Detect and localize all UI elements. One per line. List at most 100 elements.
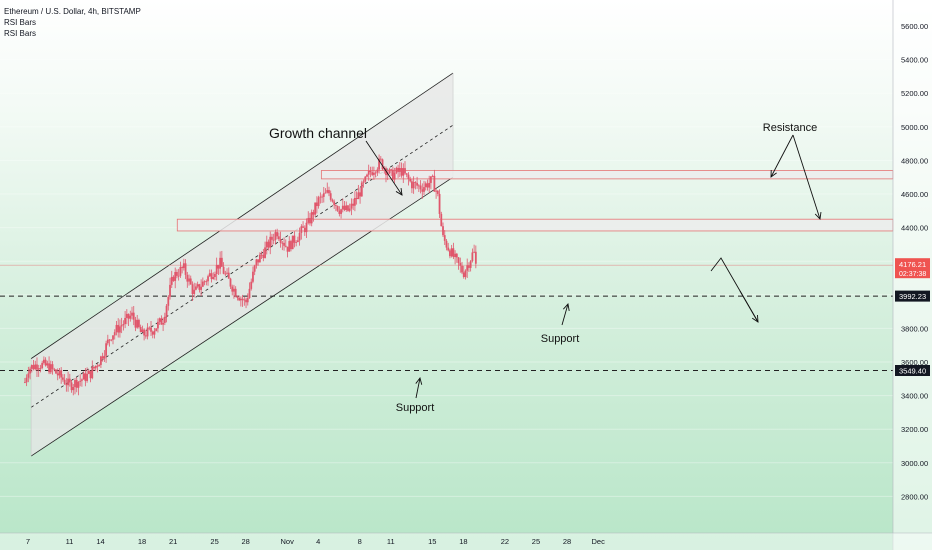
time-tick-label: 14 bbox=[96, 537, 104, 546]
candle-body bbox=[46, 363, 49, 366]
candle-body bbox=[70, 382, 73, 391]
current-price-tag: 4176.21 bbox=[899, 260, 926, 269]
support-label: Support bbox=[396, 402, 435, 414]
candle-body bbox=[162, 322, 165, 325]
candle-body bbox=[359, 192, 361, 197]
candle-body bbox=[215, 264, 218, 274]
candle-body bbox=[260, 254, 263, 256]
price-axis[interactable]: 2800.00 3000.00 3200.00 3400.00 3600.00 3800.… bbox=[892, 0, 932, 550]
candle-body bbox=[296, 240, 299, 243]
time-tick-label: 7 bbox=[26, 537, 30, 546]
candle-body bbox=[276, 232, 279, 237]
candle-body bbox=[405, 173, 408, 175]
annotation-arrows bbox=[365, 134, 822, 399]
candle-body bbox=[179, 267, 182, 276]
projection-path bbox=[710, 257, 759, 323]
time-tick-label: 28 bbox=[563, 537, 571, 546]
candle-body bbox=[217, 264, 220, 269]
candle-body bbox=[252, 271, 254, 282]
candle-body bbox=[132, 312, 135, 320]
candle-body bbox=[115, 324, 118, 333]
symbol-title[interactable]: Ethereum / U.S. Dollar, 4h, BITSTAMP bbox=[4, 7, 141, 16]
candle-body bbox=[374, 172, 377, 174]
candle-body bbox=[352, 203, 355, 206]
candle-body bbox=[464, 270, 467, 277]
candle-body bbox=[428, 182, 431, 188]
candle-body bbox=[407, 174, 410, 179]
candle-body bbox=[39, 368, 42, 369]
support-arrow-upper bbox=[561, 303, 569, 326]
candle-body bbox=[348, 208, 351, 211]
candle-body bbox=[155, 328, 158, 331]
candle-body bbox=[360, 182, 363, 197]
candle-body bbox=[436, 190, 439, 194]
candle-body bbox=[48, 363, 50, 373]
candle-body bbox=[468, 265, 470, 268]
candle-body bbox=[409, 178, 412, 182]
candle-body bbox=[42, 359, 45, 363]
candle-body bbox=[234, 288, 237, 297]
price-tick-label: 4600.00 bbox=[901, 190, 928, 199]
candle-body bbox=[473, 251, 476, 253]
candle-body bbox=[119, 326, 121, 333]
candle-body bbox=[367, 170, 370, 175]
time-axis[interactable]: 7 11 14 18 21 25 28 Nov 4 8 11 15 18 22 25 28 Dec bbox=[0, 532, 932, 550]
candle-body bbox=[371, 172, 374, 175]
time-tick-label: 28 bbox=[242, 537, 250, 546]
candle-body bbox=[89, 370, 92, 379]
candle-body bbox=[238, 297, 241, 301]
candle-body bbox=[189, 278, 192, 285]
price-tick-label: 2800.00 bbox=[901, 492, 928, 501]
candle-body bbox=[307, 217, 310, 223]
candle-body bbox=[417, 185, 420, 187]
candle-body bbox=[328, 190, 330, 194]
candle-body bbox=[265, 241, 268, 248]
candle-body bbox=[182, 263, 185, 269]
resistance-arrow-upper bbox=[770, 134, 794, 178]
candle-body bbox=[106, 339, 109, 344]
candle-body bbox=[146, 327, 149, 337]
price-tick-label: 5200.00 bbox=[901, 89, 928, 98]
candle-body bbox=[291, 235, 294, 250]
time-tick-label: Dec bbox=[591, 537, 605, 546]
time-tick-label: 11 bbox=[387, 537, 395, 546]
candle-body bbox=[390, 169, 393, 171]
candle-body bbox=[455, 253, 458, 258]
candle-body bbox=[188, 278, 190, 282]
candle-body bbox=[317, 197, 320, 207]
candle-body bbox=[245, 299, 247, 303]
support-price-tag: 3992.23 bbox=[899, 292, 926, 301]
candle-body bbox=[274, 232, 277, 240]
current-price-countdown: 02:37:38 bbox=[899, 271, 926, 278]
candle-body bbox=[373, 172, 375, 175]
candle-body bbox=[94, 365, 97, 369]
current-price-tag-bg bbox=[895, 258, 930, 279]
candle-body bbox=[388, 169, 391, 174]
candle-body bbox=[239, 298, 242, 301]
candle-body bbox=[124, 317, 127, 325]
indicator-label[interactable]: RSI Bars bbox=[4, 29, 37, 38]
candle-body bbox=[334, 205, 337, 206]
candle-body bbox=[271, 236, 273, 240]
candle-body bbox=[423, 187, 425, 192]
candle-body bbox=[290, 241, 292, 250]
projection-arrow-head bbox=[751, 314, 759, 323]
candle-body bbox=[108, 339, 111, 341]
candle-body bbox=[233, 288, 235, 292]
price-tick-label: 3400.00 bbox=[901, 392, 928, 401]
candle-body bbox=[122, 324, 125, 326]
candle-body bbox=[236, 296, 239, 298]
candle-body bbox=[450, 248, 453, 257]
candle-body bbox=[303, 227, 306, 233]
indicator-label[interactable]: RSI Bars bbox=[4, 18, 37, 27]
candle-body bbox=[369, 170, 372, 173]
candle-body bbox=[222, 266, 225, 274]
resistance-arrow-upper-head bbox=[770, 169, 777, 178]
candle-body bbox=[181, 267, 184, 269]
candle-body bbox=[224, 273, 227, 275]
candle-body bbox=[170, 276, 173, 285]
candle-body bbox=[248, 288, 251, 299]
candle-body bbox=[207, 276, 209, 282]
candle-body bbox=[198, 284, 201, 290]
